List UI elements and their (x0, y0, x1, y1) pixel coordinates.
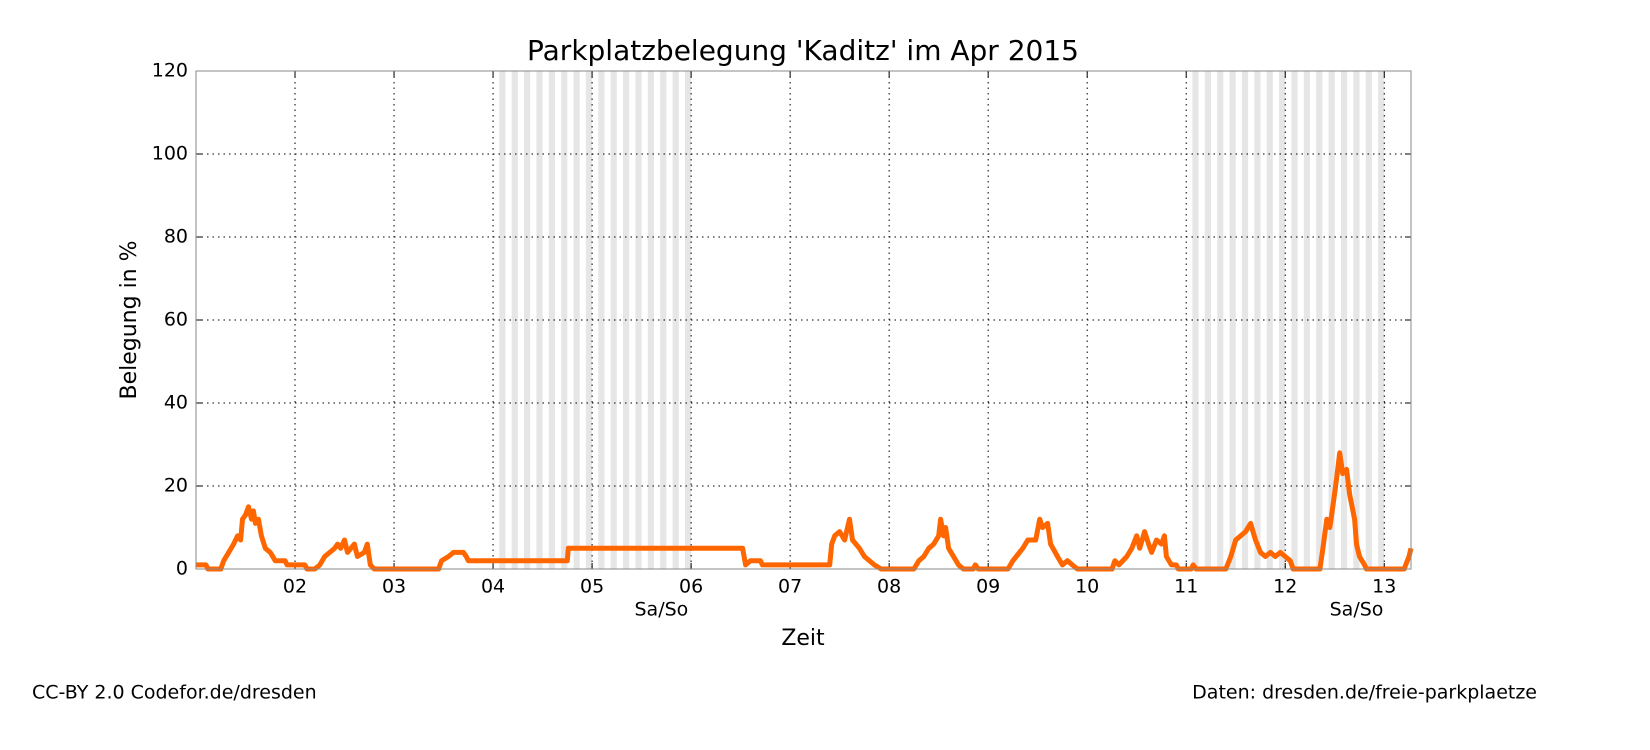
y-tick-label: 100 (152, 143, 188, 165)
y-tick-label: 20 (164, 475, 188, 497)
footer-right: Daten: dresden.de/freie-parkplaetze (1192, 682, 1537, 704)
weekend-stripe (1192, 71, 1199, 569)
x-axis-label: Zeit (781, 626, 825, 651)
y-tick-label: 80 (164, 226, 188, 248)
x-tick-label: 06 (679, 576, 703, 598)
weekend-stripe (1378, 71, 1385, 569)
weekend-stripe (1229, 71, 1236, 569)
weekend-stripe (660, 71, 667, 569)
chart-title: Parkplatzbelegung 'Kaditz' im Apr 2015 (527, 34, 1079, 67)
x-tick-label: 12 (1273, 576, 1297, 598)
plot-frame (195, 70, 1412, 570)
y-tick-label: 120 (152, 60, 188, 82)
x-tick-label: 09 (976, 576, 1000, 598)
x-tick-label: 03 (382, 576, 406, 598)
weekend-stripe (561, 71, 568, 569)
footer-left: CC-BY 2.0 Codefor.de/dresden (32, 682, 317, 704)
weekend-stripe (1241, 71, 1249, 569)
weekend-stripe (598, 71, 605, 569)
y-axis-label: Belegung in % (117, 240, 142, 399)
weekend-stripe (1291, 71, 1298, 569)
weekend-stripe (536, 71, 543, 569)
weekend-stripe (647, 71, 654, 569)
y-tick-label: 0 (176, 558, 188, 580)
x-tick-label: 08 (877, 576, 901, 598)
weekend-stripe (1303, 71, 1310, 569)
x-tick-label: 04 (481, 576, 505, 598)
weekend-stripe (585, 71, 593, 569)
weekend-stripe (1279, 71, 1286, 569)
annotation: Sa/So (635, 599, 689, 621)
y-tick-label: 60 (164, 309, 188, 331)
weekend-stripe (1328, 71, 1335, 569)
x-tick-label: 02 (283, 576, 307, 598)
x-tick-label: 13 (1372, 576, 1396, 598)
data-line (196, 450, 1414, 572)
x-tick-label: 05 (580, 576, 604, 598)
y-tick-label: 40 (164, 392, 188, 414)
annotation: Sa/So (1330, 599, 1384, 621)
weekend-stripe (1340, 71, 1348, 569)
weekend-stripe (548, 71, 555, 569)
weekend-stripe (1254, 71, 1261, 569)
weekend-stripe (635, 71, 642, 569)
x-tick-label: 07 (778, 576, 802, 598)
weekend-stripe (610, 71, 617, 569)
x-tick-label: 10 (1075, 576, 1099, 598)
weekend-stripe (499, 71, 506, 569)
weekend-stripe (684, 71, 692, 569)
weekend-stripe (1353, 71, 1360, 569)
x-tick-label: 11 (1174, 576, 1198, 598)
weekend-stripe (511, 71, 518, 569)
weekend-stripe (1204, 71, 1211, 569)
